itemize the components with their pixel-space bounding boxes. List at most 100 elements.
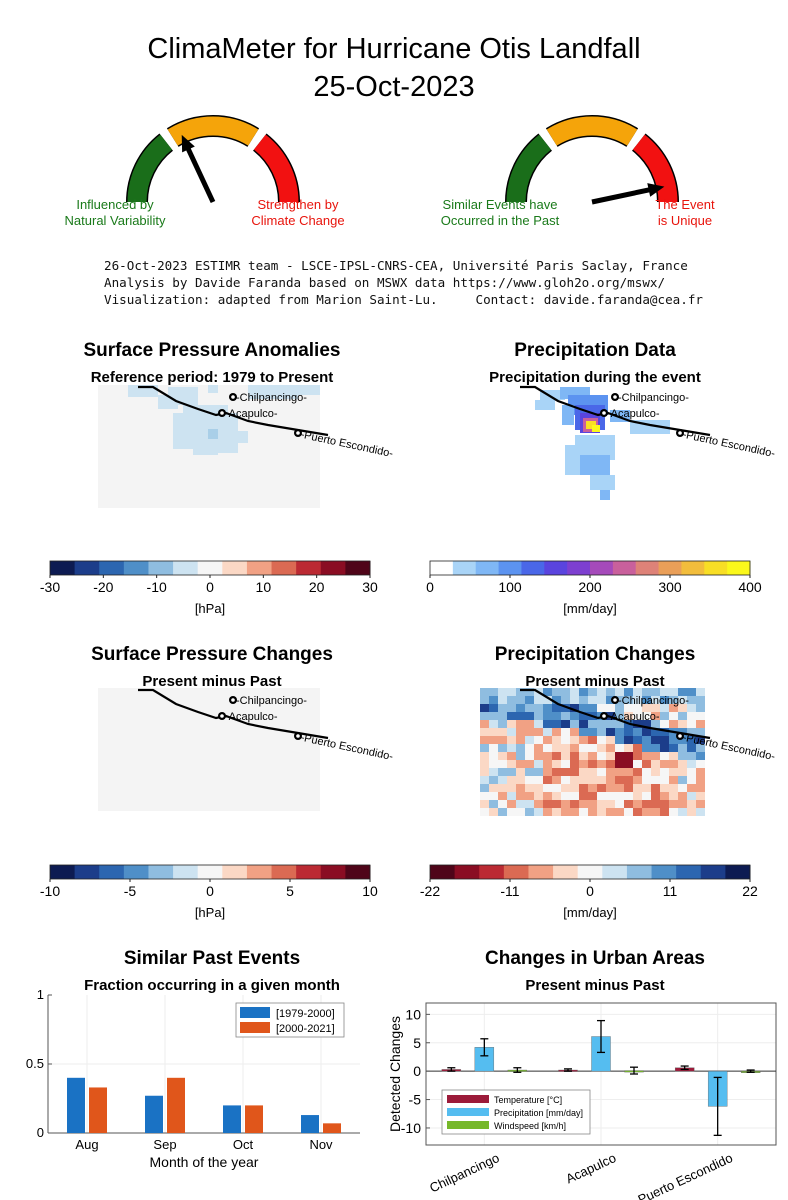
map-cell bbox=[615, 752, 624, 760]
map-cell bbox=[507, 704, 516, 712]
map-cell bbox=[651, 792, 660, 800]
map-cell bbox=[534, 704, 543, 712]
map-cell bbox=[498, 736, 507, 744]
map-cell bbox=[642, 760, 651, 768]
map-cell bbox=[489, 752, 498, 760]
credits-line3: Visualization: adapted from Marion Saint… bbox=[104, 292, 703, 307]
map-cell bbox=[660, 768, 669, 776]
map-cell bbox=[489, 736, 498, 744]
map-cell bbox=[615, 784, 624, 792]
map-cell bbox=[615, 808, 624, 816]
map-cell bbox=[480, 744, 489, 752]
map-cell bbox=[687, 768, 696, 776]
map-cell bbox=[579, 752, 588, 760]
map-cell bbox=[660, 696, 669, 704]
colorbar-tick-label: 0 bbox=[206, 883, 214, 899]
y-tick-label: 5 bbox=[413, 1035, 421, 1051]
map-cell bbox=[561, 792, 570, 800]
map-cell bbox=[480, 760, 489, 768]
map-cell bbox=[552, 808, 561, 816]
map-cell bbox=[561, 800, 570, 808]
city-marker-center bbox=[602, 714, 606, 718]
map-cell bbox=[678, 704, 687, 712]
legend-label: Precipitation [mm/day] bbox=[494, 1108, 583, 1118]
colorbar-tick-label: 5 bbox=[286, 883, 294, 899]
map-cell bbox=[552, 720, 561, 728]
map-cell bbox=[669, 712, 678, 720]
map-cell bbox=[561, 688, 570, 696]
map-cell bbox=[480, 752, 489, 760]
gauge2-left-label: Similar Events have Occurred in the Past bbox=[420, 197, 580, 229]
colorbar-cell bbox=[197, 561, 223, 575]
map-cell bbox=[633, 744, 642, 752]
city-marker-center bbox=[296, 431, 300, 435]
map-cell bbox=[534, 712, 543, 720]
map-cell bbox=[543, 744, 552, 752]
map-cell bbox=[561, 712, 570, 720]
city-marker-center bbox=[678, 431, 682, 435]
map-cell bbox=[516, 776, 525, 784]
map-cell bbox=[498, 704, 507, 712]
map-cell bbox=[696, 744, 705, 752]
x-tick-label: Nov bbox=[309, 1137, 333, 1152]
colorbar-unit: [mm/day] bbox=[563, 905, 616, 920]
map-cell bbox=[669, 696, 678, 704]
colorbar-cell bbox=[271, 865, 297, 879]
city-marker-center bbox=[602, 411, 606, 415]
map-cell bbox=[687, 752, 696, 760]
map4-subtitle: Present minus Past bbox=[525, 673, 665, 690]
map-cell bbox=[597, 696, 606, 704]
map-cell bbox=[660, 720, 669, 728]
map-cell bbox=[687, 728, 696, 736]
map-cell bbox=[597, 760, 606, 768]
map-cell bbox=[660, 792, 669, 800]
city-marker-center bbox=[613, 395, 617, 399]
gauge-needle bbox=[591, 185, 658, 205]
map-cell bbox=[516, 704, 525, 712]
map-cell bbox=[507, 752, 516, 760]
map-cell bbox=[516, 808, 525, 816]
map-cell bbox=[606, 768, 615, 776]
map-cell bbox=[561, 696, 570, 704]
map-cell bbox=[633, 808, 642, 816]
map-cell bbox=[651, 720, 660, 728]
map-cell bbox=[561, 736, 570, 744]
city-label-0: -Chilpancingo- bbox=[236, 695, 307, 707]
map-cell bbox=[606, 696, 615, 704]
bar-aug-1 bbox=[89, 1087, 107, 1133]
map-cell bbox=[543, 720, 552, 728]
map-cell bbox=[561, 768, 570, 776]
colorbar-cell bbox=[296, 865, 322, 879]
map-cell bbox=[498, 800, 507, 808]
map-cell bbox=[543, 784, 552, 792]
map-cell bbox=[669, 768, 678, 776]
map-cell bbox=[552, 776, 561, 784]
colorbar-tick-label: -11 bbox=[500, 883, 519, 899]
map-cell bbox=[651, 800, 660, 808]
map-cell bbox=[624, 776, 633, 784]
gauge1-right-label: Strengthen by Climate Change bbox=[233, 197, 363, 229]
map-cell bbox=[208, 429, 218, 439]
gauge-uniqueness bbox=[505, 115, 679, 205]
map-cell bbox=[480, 696, 489, 704]
city-label-2: -Puerto Escondido- bbox=[681, 429, 776, 460]
chart1-subtitle: Fraction occurring in a given month bbox=[84, 977, 340, 994]
map-cell bbox=[561, 744, 570, 752]
gauge-segment bbox=[506, 134, 552, 203]
map2-subtitle: Precipitation during the event bbox=[489, 369, 701, 386]
map-cell bbox=[651, 704, 660, 712]
map-cell bbox=[489, 768, 498, 776]
map-cell bbox=[678, 808, 687, 816]
colorbar-tick-label: 10 bbox=[256, 579, 272, 595]
map-cell bbox=[525, 800, 534, 808]
map-cell bbox=[516, 792, 525, 800]
map-cell bbox=[597, 784, 606, 792]
bar-sep-0 bbox=[145, 1095, 163, 1133]
map-cell bbox=[624, 704, 633, 712]
map-cell bbox=[183, 405, 228, 425]
map-cell bbox=[696, 776, 705, 784]
map-cell bbox=[534, 696, 543, 704]
map3-title: Surface Pressure Changes bbox=[91, 644, 333, 665]
colorbar-cell bbox=[700, 865, 726, 879]
map-cell bbox=[687, 736, 696, 744]
